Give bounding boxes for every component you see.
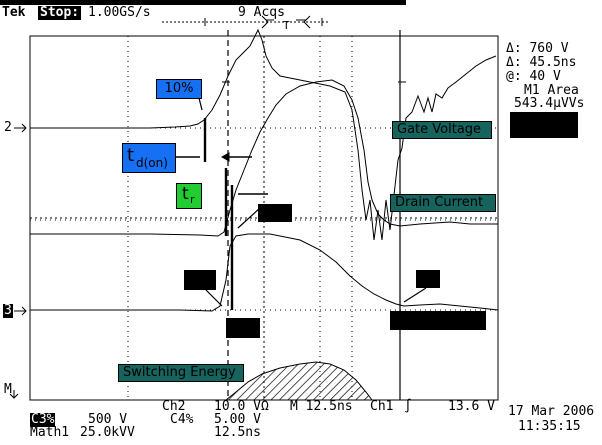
- drain-voltage-trace: [30, 233, 499, 312]
- header-bar: [0, 0, 406, 5]
- trigger-slope-icon: ∫: [404, 399, 412, 414]
- math-time: 12.5ns: [214, 425, 261, 440]
- annotation-arrows: [176, 81, 427, 310]
- delta-voltage-readout: Δ: 760 V: [506, 41, 569, 56]
- redacted-box: [416, 270, 440, 288]
- redacted-box: [510, 112, 578, 138]
- math-label: Math1: [30, 425, 70, 440]
- cursor-level-readout: @: 40 V: [506, 69, 561, 84]
- trigger-level: 13.6 V: [448, 399, 495, 414]
- drain-current-trace: [30, 79, 498, 237]
- ch3-marker-label: 3: [3, 303, 13, 318]
- ch4-label: C4%: [170, 412, 194, 427]
- rise-time-label: t r: [176, 183, 202, 209]
- redacted-box: [258, 204, 292, 222]
- sample-rate: 1.00GS/s: [88, 5, 151, 20]
- math-ground-marker: [9, 390, 19, 399]
- ch3-scale: 500 V: [88, 412, 128, 427]
- ch2-scale: 10.0 VΩ: [214, 399, 269, 414]
- redacted-box: [390, 311, 486, 330]
- redacted-box: [226, 318, 260, 338]
- math-marker-label: M: [4, 382, 12, 397]
- switching-energy-area: [224, 361, 373, 401]
- date-readout: 17 Mar 2006: [508, 404, 595, 419]
- timebase-readout: M 12.5ns: [290, 399, 353, 414]
- ch2-marker-label: 2: [4, 120, 12, 135]
- gate-voltage-trace: [30, 28, 497, 241]
- trigger-source: Ch1: [370, 399, 394, 414]
- switching-energy-label: Switching Energy: [118, 364, 244, 382]
- run-state-badge: Stop:: [38, 5, 82, 20]
- math-scale: 25.0kVV: [80, 425, 135, 440]
- ch2-ground-marker: [14, 123, 27, 133]
- measurement-label: M1 Area: [524, 83, 579, 98]
- ch3-ground-marker: [14, 306, 27, 316]
- ten-percent-label: 10%: [156, 79, 202, 99]
- turn-on-delay-label: t d(on): [122, 143, 176, 173]
- ch3-label: C3%: [30, 412, 56, 427]
- time-readout: 11:35:15: [518, 419, 581, 434]
- drain-current-label: Drain Current: [390, 194, 496, 212]
- ch4-scale: 5.00 V: [214, 412, 261, 427]
- gate-voltage-label: Gate Voltage: [392, 121, 492, 139]
- delta-time-readout: Δ: 45.5ns: [506, 55, 577, 70]
- ch2-label: Ch2: [162, 399, 186, 414]
- trigger-position-marker: T: [283, 19, 290, 32]
- brand-label: Tek: [2, 5, 26, 20]
- measurement-value: 543.4μVVs: [514, 96, 585, 111]
- redacted-box: [184, 270, 216, 290]
- acquisition-ruler: [162, 15, 330, 29]
- acquisition-count: 9 Acqs: [238, 5, 285, 20]
